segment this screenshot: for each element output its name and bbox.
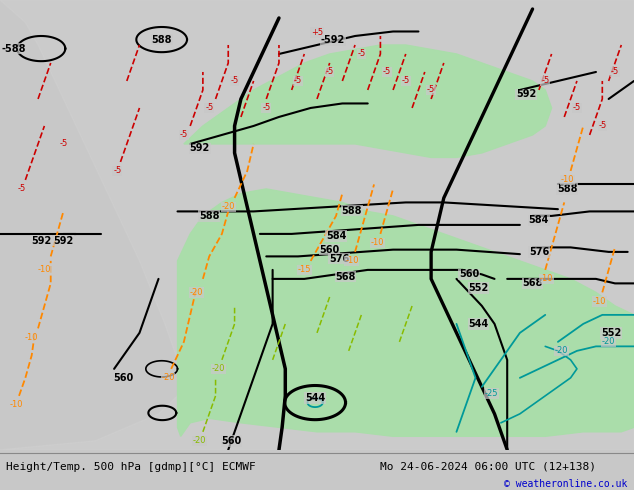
Text: -20: -20 <box>193 436 207 445</box>
Polygon shape <box>178 189 634 436</box>
Text: 560: 560 <box>113 373 134 383</box>
Text: 544: 544 <box>469 319 489 329</box>
Text: Mo 24-06-2024 06:00 UTC (12+138): Mo 24-06-2024 06:00 UTC (12+138) <box>380 462 597 472</box>
Text: 552: 552 <box>469 283 489 293</box>
Text: +5: +5 <box>311 28 323 37</box>
Text: -592: -592 <box>321 35 345 46</box>
Text: 588: 588 <box>557 184 578 194</box>
Text: -5: -5 <box>611 68 619 76</box>
Text: -20: -20 <box>602 337 616 346</box>
Text: -20: -20 <box>221 202 235 211</box>
Text: 560: 560 <box>320 245 340 255</box>
Text: -5: -5 <box>294 76 302 85</box>
Text: -10: -10 <box>370 239 384 247</box>
Text: 584: 584 <box>326 231 346 241</box>
Text: -5: -5 <box>541 76 550 85</box>
Polygon shape <box>0 0 634 450</box>
Text: -15: -15 <box>297 266 311 274</box>
Text: © weatheronline.co.uk: © weatheronline.co.uk <box>504 479 628 489</box>
Text: -5: -5 <box>18 184 27 194</box>
Text: -588: -588 <box>2 44 26 53</box>
Text: -5: -5 <box>205 103 214 113</box>
Text: -5: -5 <box>401 76 410 85</box>
Text: 592: 592 <box>190 144 210 153</box>
Text: 584: 584 <box>529 216 549 225</box>
Text: 560: 560 <box>221 436 242 446</box>
Text: 588: 588 <box>342 205 362 216</box>
Text: -10: -10 <box>37 266 51 274</box>
Text: -5: -5 <box>230 76 239 85</box>
Text: 576: 576 <box>329 254 349 264</box>
Text: -5: -5 <box>179 130 188 140</box>
Text: -20: -20 <box>554 346 568 355</box>
Text: -10: -10 <box>25 333 39 342</box>
Text: -10: -10 <box>592 297 606 306</box>
Text: 588: 588 <box>199 211 219 221</box>
Text: 592: 592 <box>31 236 51 245</box>
Text: 592: 592 <box>53 236 74 245</box>
Text: -5: -5 <box>325 68 334 76</box>
Text: -5: -5 <box>598 122 607 130</box>
Text: 552: 552 <box>601 328 621 338</box>
Text: -10: -10 <box>345 256 359 266</box>
Text: -10: -10 <box>540 274 553 283</box>
Text: -5: -5 <box>573 103 581 113</box>
Text: -5: -5 <box>382 68 391 76</box>
Text: 568: 568 <box>335 271 356 282</box>
Text: Height/Temp. 500 hPa [gdmp][°C] ECMWF: Height/Temp. 500 hPa [gdmp][°C] ECMWF <box>6 462 256 472</box>
Text: -5: -5 <box>113 167 122 175</box>
Text: -20: -20 <box>212 365 226 373</box>
Text: -5: -5 <box>357 49 366 58</box>
Text: 560: 560 <box>459 270 479 279</box>
Text: -5: -5 <box>59 140 68 148</box>
Text: -25: -25 <box>484 389 498 398</box>
Text: -5: -5 <box>262 103 271 113</box>
Text: 568: 568 <box>522 278 543 289</box>
Text: 544: 544 <box>305 393 325 403</box>
Polygon shape <box>184 45 552 157</box>
Text: -5: -5 <box>427 85 436 95</box>
Text: 588: 588 <box>152 35 172 45</box>
Text: -10: -10 <box>560 175 574 184</box>
Text: -10: -10 <box>9 400 23 409</box>
Text: -20: -20 <box>161 373 175 382</box>
Text: -20: -20 <box>190 288 204 297</box>
Text: 576: 576 <box>529 247 549 257</box>
Text: 592: 592 <box>516 90 536 99</box>
